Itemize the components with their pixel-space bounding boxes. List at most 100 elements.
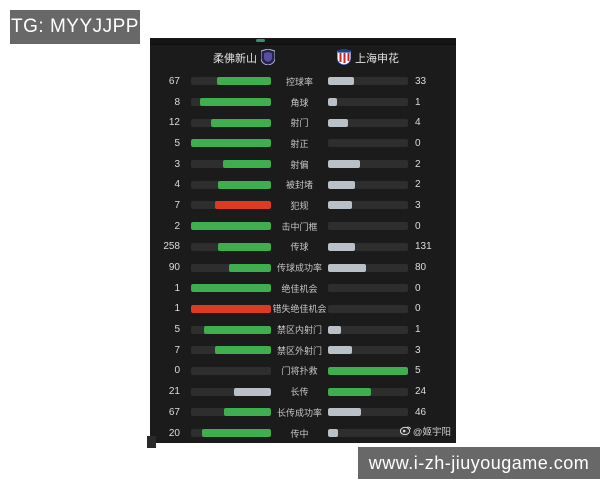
panel-top-bar (150, 39, 456, 45)
stat-left-fill (204, 325, 271, 334)
stat-label: 击中门框 (281, 221, 318, 232)
stat-left-value: 0 (174, 365, 180, 377)
stat-left-fill (228, 263, 271, 272)
stat-right-fill (328, 263, 366, 272)
stat-left-bar (191, 160, 271, 169)
telegram-watermark: TG: MYYJJPP (10, 10, 140, 44)
away-team-badge-icon (336, 47, 352, 68)
stat-row: 67 控球率 33 (150, 71, 456, 92)
stat-right-bar (328, 346, 408, 355)
stat-row: 67 长传成功率 46 (150, 402, 456, 423)
stat-right-bar (328, 201, 408, 210)
stat-left-bar (191, 346, 271, 355)
stat-right-value: 5 (415, 365, 421, 377)
stat-left-fill (191, 304, 271, 313)
stat-left-fill (199, 98, 271, 107)
stat-left-fill (223, 160, 271, 169)
stat-left-fill (202, 429, 271, 438)
stat-left-bar (191, 284, 271, 293)
stat-left-value: 258 (163, 241, 180, 253)
stat-right-bar (328, 387, 408, 396)
stat-right-fill (328, 180, 355, 189)
stat-right-fill (328, 325, 342, 334)
stat-right-value: 46 (415, 406, 427, 418)
stat-label: 传球成功率 (276, 263, 322, 274)
stat-left-bar (191, 180, 271, 189)
stat-row: 0 门将扑救 5 (150, 361, 456, 382)
panel-corner-nub (147, 436, 156, 448)
stat-right-value: 1 (415, 96, 421, 108)
stat-left-value: 4 (174, 179, 180, 191)
stat-right-fill (328, 118, 348, 127)
stat-right-fill (328, 98, 337, 107)
stat-right-value: 0 (415, 220, 421, 232)
stat-left-bar (191, 139, 271, 148)
stat-left-fill (223, 408, 271, 417)
stat-left-fill (191, 139, 271, 148)
stat-right-value: 33 (415, 75, 427, 87)
stat-right-bar (328, 366, 408, 375)
stat-left-value: 5 (174, 324, 180, 336)
stat-right-fill (328, 366, 408, 375)
match-stats-panel: 柔佛新山 上海申花 67 (147, 38, 456, 448)
stat-left-value: 7 (174, 199, 180, 211)
stat-left-fill (215, 346, 271, 355)
stat-left-fill (215, 201, 271, 210)
stat-right-bar (328, 139, 408, 148)
stat-row: 4 被封堵 2 (150, 174, 456, 195)
stat-right-fill (328, 201, 352, 210)
stats-rows: 67 控球率 33 8 角球 1 12 射门 4 5 (150, 71, 456, 443)
stat-right-bar (328, 242, 408, 251)
telegram-watermark-text: TG: MYYJJPP (11, 16, 139, 37)
stat-row: 5 射正 0 (150, 133, 456, 154)
stat-right-bar (328, 98, 408, 107)
stat-label: 控球率 (285, 76, 313, 87)
stat-row: 90 传球成功率 80 (150, 257, 456, 278)
website-watermark: www.i-zh-jiuyougame.com (358, 447, 600, 479)
stat-left-bar (191, 408, 271, 417)
stat-left-fill (217, 77, 271, 86)
weibo-credit: @姬宇阳 (399, 424, 451, 438)
stat-left-bar (191, 222, 271, 231)
website-watermark-text: www.i-zh-jiuyougame.com (368, 452, 590, 473)
stat-right-bar (328, 118, 408, 127)
drag-handle (256, 39, 265, 42)
stat-right-bar (328, 263, 408, 272)
stat-right-bar (328, 77, 408, 86)
stat-left-bar (191, 387, 271, 396)
stat-right-bar (328, 180, 408, 189)
stat-right-bar (328, 408, 408, 417)
home-team-badge-icon (260, 47, 276, 68)
stat-left-value: 21 (168, 386, 180, 398)
stat-right-bar (328, 304, 408, 313)
stat-left-bar (191, 325, 271, 334)
stat-left-bar (191, 263, 271, 272)
stat-right-value: 24 (415, 386, 427, 398)
stat-label: 长传成功率 (276, 407, 322, 418)
stat-left-fill (191, 284, 271, 293)
stat-row: 7 犯规 3 (150, 195, 456, 216)
stat-right-value: 131 (415, 241, 432, 253)
stat-right-value: 4 (415, 117, 421, 129)
stat-label: 门将扑救 (281, 366, 318, 377)
stat-right-fill (328, 429, 339, 438)
stat-left-bar (191, 429, 271, 438)
stat-row: 1 错失绝佳机会 0 (150, 299, 456, 320)
teams-header: 柔佛新山 上海申花 (150, 45, 456, 71)
stat-left-value: 5 (174, 137, 180, 149)
stat-right-fill (328, 242, 355, 251)
stat-label: 被封堵 (285, 180, 313, 191)
stat-left-fill (217, 242, 271, 251)
stat-row: 1 绝佳机会 0 (150, 278, 456, 299)
stat-right-value: 0 (415, 137, 421, 149)
stat-row: 2 击中门框 0 (150, 216, 456, 237)
stat-row: 3 射偏 2 (150, 154, 456, 175)
stat-left-fill (217, 180, 271, 189)
stat-row: 7 禁区外射门 3 (150, 340, 456, 361)
stat-right-value: 3 (415, 199, 421, 211)
stat-left-value: 90 (168, 262, 180, 274)
stat-left-value: 67 (168, 75, 180, 87)
stat-left-bar (191, 304, 271, 313)
stat-row: 5 禁区内射门 1 (150, 319, 456, 340)
stat-right-value: 3 (415, 344, 421, 356)
